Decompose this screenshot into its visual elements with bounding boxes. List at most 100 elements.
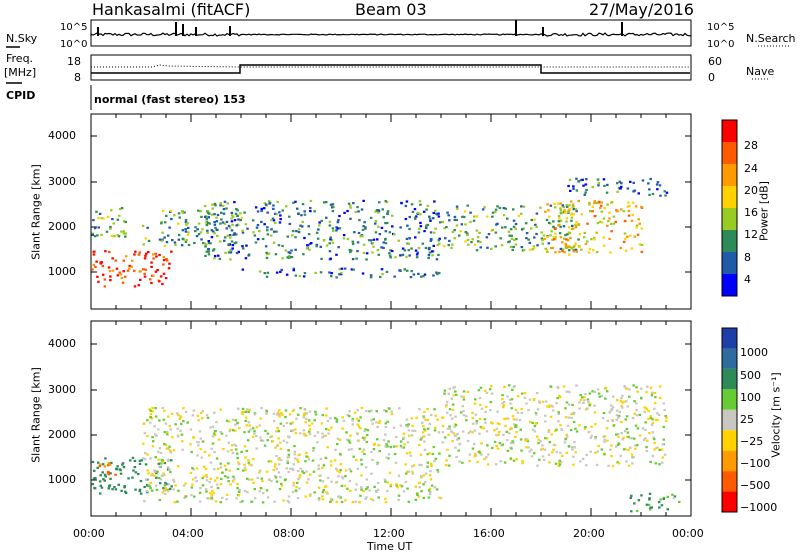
velocity-cell bbox=[205, 479, 209, 482]
station-title: Hankasalmi (fitACF) bbox=[92, 0, 251, 19]
velocity-cell bbox=[226, 476, 230, 479]
velocity-cell bbox=[601, 416, 605, 420]
velocity-cell bbox=[546, 405, 549, 408]
velocity-cell bbox=[184, 410, 188, 413]
power-cb-tick-16: 16 bbox=[744, 206, 758, 219]
velocity-cell bbox=[196, 454, 199, 457]
velocity-cell bbox=[420, 463, 423, 467]
power-cell bbox=[331, 203, 335, 206]
power-cell bbox=[437, 215, 441, 218]
velocity-cell bbox=[655, 447, 658, 450]
velocity-cell bbox=[317, 497, 321, 500]
power-cell bbox=[437, 253, 440, 256]
velocity-cell bbox=[426, 465, 429, 468]
power-cell bbox=[173, 214, 176, 217]
power-cell bbox=[302, 253, 305, 256]
power-cell bbox=[429, 239, 433, 242]
velocity-cell bbox=[471, 416, 475, 420]
velocity-cell bbox=[458, 460, 461, 463]
power-cell bbox=[352, 268, 355, 271]
power-cell bbox=[564, 242, 567, 246]
velocity-cell bbox=[405, 418, 409, 421]
power-cell bbox=[558, 232, 562, 235]
velocity-cell bbox=[203, 450, 207, 453]
power-cell bbox=[186, 222, 189, 225]
velocity-cell bbox=[507, 432, 511, 435]
velocity-cell bbox=[146, 478, 149, 481]
velocity-cell bbox=[321, 495, 324, 498]
velocity-cell bbox=[292, 408, 296, 411]
power-cell bbox=[510, 237, 514, 240]
velocity-cell bbox=[307, 458, 311, 461]
power-cell bbox=[357, 231, 361, 235]
velocity-cell bbox=[322, 464, 326, 467]
power-cell bbox=[616, 210, 619, 213]
velocity-cell bbox=[191, 483, 194, 486]
power-cell bbox=[577, 223, 580, 226]
velocity-cell bbox=[376, 463, 379, 466]
velocity-cell bbox=[575, 384, 578, 387]
velocity-cell bbox=[620, 420, 623, 424]
velocity-cell bbox=[205, 490, 208, 493]
velocity-cell bbox=[360, 486, 363, 489]
power-cell bbox=[483, 206, 486, 209]
velocity-cell bbox=[384, 445, 387, 448]
velocity-cell bbox=[201, 484, 205, 487]
power-cell bbox=[418, 227, 421, 230]
power-cell bbox=[121, 281, 125, 284]
velocity-cell bbox=[163, 462, 167, 465]
velocity-cell bbox=[196, 441, 199, 444]
velocity-cell bbox=[210, 485, 213, 489]
velocity-cell bbox=[156, 470, 159, 473]
xlabel: Time UT bbox=[367, 540, 413, 553]
power-cell bbox=[279, 270, 282, 273]
velocity-cell bbox=[428, 452, 431, 455]
power-cell bbox=[439, 221, 442, 224]
power-cell bbox=[602, 236, 605, 239]
velocity-cell bbox=[319, 474, 322, 477]
velocity-cell bbox=[243, 445, 247, 448]
power-cell bbox=[271, 217, 275, 220]
power-cell bbox=[291, 234, 294, 237]
power-cell bbox=[461, 215, 464, 218]
velocity-cell bbox=[339, 468, 342, 472]
velocity-cell bbox=[279, 476, 282, 479]
power-cell bbox=[224, 251, 227, 254]
velocity-cell bbox=[658, 385, 662, 388]
velocity-cell bbox=[149, 487, 152, 490]
power-cell bbox=[584, 242, 588, 245]
velocity-cell bbox=[248, 408, 252, 411]
velocity-cell bbox=[334, 448, 337, 451]
velocity-cell bbox=[151, 472, 154, 476]
velocity-cell bbox=[516, 395, 520, 398]
velocity-cell bbox=[242, 469, 245, 472]
velocity-cell bbox=[654, 462, 658, 465]
power-cell bbox=[265, 256, 269, 259]
power-cell bbox=[575, 210, 578, 213]
velocity-cell bbox=[339, 496, 342, 499]
velocity-cell bbox=[511, 415, 515, 418]
velocity-cell bbox=[619, 399, 623, 403]
velocity-cell bbox=[454, 390, 457, 393]
velocity-cell bbox=[233, 477, 236, 480]
power-cell bbox=[251, 219, 255, 222]
power-cell bbox=[270, 219, 273, 222]
power-cell bbox=[522, 205, 526, 208]
velocity-cell bbox=[569, 429, 573, 432]
power-cell bbox=[408, 215, 411, 219]
velocity-cell bbox=[237, 463, 241, 466]
power-cell bbox=[429, 219, 432, 222]
velocity-cell bbox=[452, 394, 455, 397]
velocity-cell bbox=[219, 462, 222, 465]
velocity-cell bbox=[383, 409, 386, 412]
velocity-cell bbox=[663, 408, 666, 412]
power-cell bbox=[107, 266, 111, 269]
velocity-cell bbox=[363, 438, 366, 441]
power-cell bbox=[113, 235, 116, 238]
velocity-cell bbox=[489, 409, 492, 412]
velocity-cell bbox=[364, 428, 367, 431]
velocity-cell bbox=[287, 453, 291, 456]
power-cell bbox=[128, 267, 131, 270]
power-cell bbox=[527, 238, 530, 241]
power-cell bbox=[570, 247, 574, 250]
